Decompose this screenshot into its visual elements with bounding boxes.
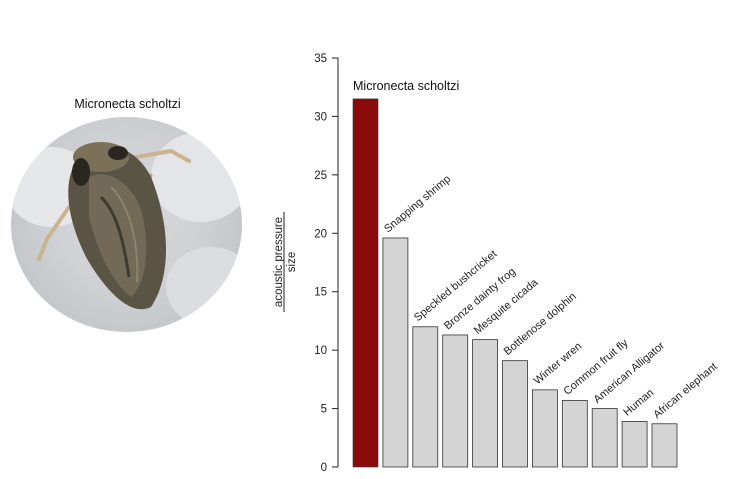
bar [621, 421, 648, 468]
bar-label: Human [621, 387, 656, 419]
photo-bg-blob [151, 132, 242, 222]
bar [352, 98, 379, 468]
y-tick-label: 0 [321, 462, 327, 474]
bar-label: Snapping shrimp [382, 173, 453, 235]
water-boatman-illustration [11, 132, 242, 327]
insect-wing-line [99, 195, 131, 278]
y-tick-label: 25 [314, 170, 327, 182]
bar [472, 339, 499, 468]
y-tick-label: 15 [314, 287, 327, 299]
bar-label: Micronecta scholtzi [353, 79, 459, 93]
y-tick-label: 5 [321, 404, 327, 416]
insect-photo [11, 117, 242, 332]
bar [502, 360, 528, 468]
y-tick-label: 30 [314, 111, 327, 123]
y-axis: 0 5 10 15 20 25 30 35 [314, 53, 339, 474]
y-tick-label: 35 [314, 53, 327, 65]
bar [382, 237, 409, 468]
insect-wing [89, 174, 147, 297]
bar [561, 399, 588, 468]
chart-canvas: 0 5 10 15 20 25 30 35 Micronecta scholtzi Snappi… [273, 53, 720, 474]
insect-eye [72, 158, 90, 186]
photo-caption: Micronecta scholtzi [74, 97, 181, 111]
photo-bg-blob [166, 247, 242, 327]
y-axis-label-denominator: size [286, 252, 298, 272]
bar [442, 334, 469, 468]
bar-label: African elephant [651, 361, 720, 421]
insect-wing-line [110, 186, 139, 283]
bar-series [352, 98, 678, 468]
bar [591, 408, 618, 468]
bar [412, 326, 439, 468]
y-tick-label: 10 [314, 345, 327, 357]
y-axis-label-numerator: acoustic pressure [273, 217, 285, 307]
insect-leg [134, 148, 191, 163]
bar-chart: 0 5 10 15 20 25 30 35 Micronecta scholtzi Snappi… [255, 0, 737, 479]
bar [651, 423, 678, 468]
y-tick-label: 20 [314, 228, 327, 240]
bar [531, 389, 558, 468]
insect-eye [108, 146, 128, 160]
insect-leg [37, 205, 71, 261]
photo-panel: Micronecta scholtzi [0, 0, 260, 479]
